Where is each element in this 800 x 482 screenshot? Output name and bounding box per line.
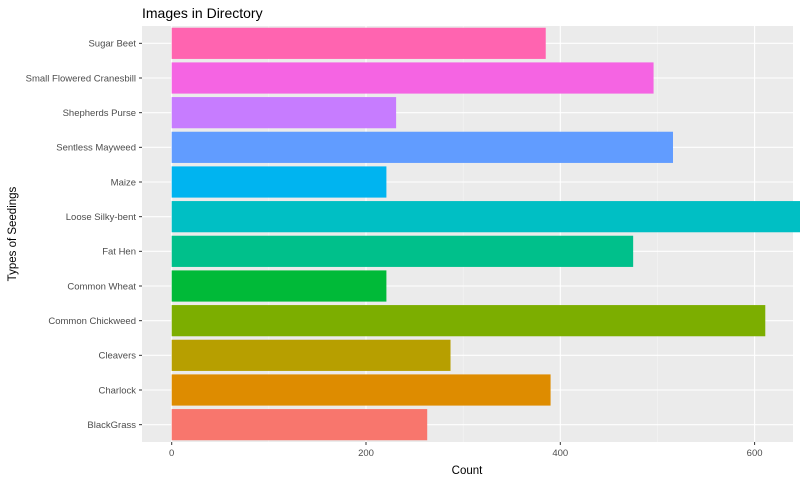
x-tick-label: 600: [747, 448, 763, 459]
y-tick-label: BlackGrass: [87, 420, 136, 431]
x-tick-label: 0: [169, 448, 174, 459]
y-tick-label: Sugar Beet: [88, 39, 136, 50]
bar-maize: [171, 166, 387, 198]
bars: [171, 27, 800, 441]
y-tick-label: Sentless Mayweed: [56, 143, 136, 154]
y-tick-label: Fat Hen: [102, 247, 136, 258]
y-tick-label: Small Flowered Cranesbill: [26, 73, 136, 84]
bar-loose-silky-bent: [171, 201, 800, 233]
x-axis-label: Count: [452, 465, 483, 477]
x-tick-label: 200: [358, 448, 374, 459]
bar-fat-hen: [171, 235, 634, 267]
bar-sugar-beet: [171, 27, 546, 59]
y-tick-label: Charlock: [99, 385, 137, 396]
y-axis: BlackGrass Charlock Cleavers Common Chickwe…: [26, 39, 142, 431]
bar-common-chickweed: [171, 305, 766, 337]
y-tick-label: Loose Silky-bent: [66, 212, 137, 223]
y-tick-label: Maize: [111, 177, 136, 188]
plot-panel: [142, 26, 793, 442]
y-tick-label: Shepherds Purse: [63, 108, 136, 119]
y-tick-label: Common Chickweed: [48, 316, 136, 327]
y-tick-label: Cleavers: [99, 351, 137, 362]
x-tick-label: 400: [552, 448, 568, 459]
bar-sentless-mayweed: [171, 131, 673, 163]
bar-small-flowered-cranesbill: [171, 62, 654, 94]
y-tick-label: Common Wheat: [67, 281, 136, 292]
y-axis-label: Types of Seedings: [7, 186, 19, 281]
bar-common-wheat: [171, 270, 387, 302]
bar-cleavers: [171, 339, 451, 371]
x-axis: 0 200 400 600: [169, 442, 763, 459]
chart-title: Images in Directory: [142, 5, 263, 21]
bar-shepherds-purse: [171, 97, 397, 129]
bar-charlock: [171, 374, 551, 406]
bar-blackgrass: [171, 409, 428, 441]
